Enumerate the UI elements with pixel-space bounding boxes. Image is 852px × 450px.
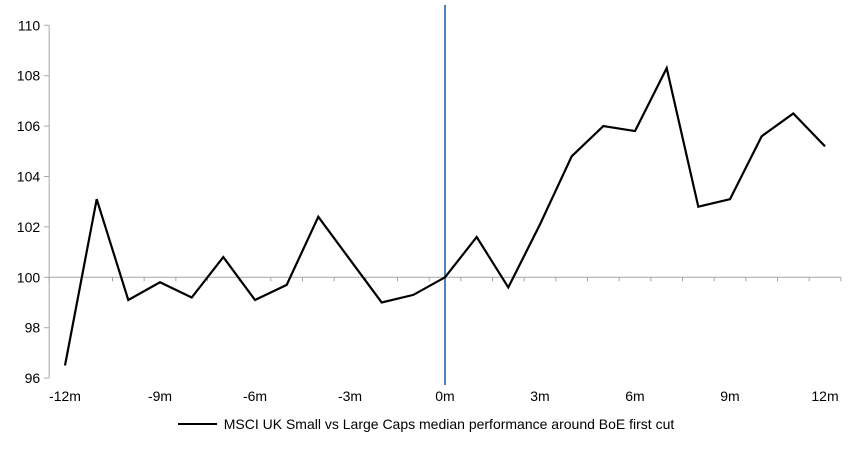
y-tick-label: 110	[18, 17, 41, 33]
y-tick-label: 100	[17, 269, 41, 285]
series-line	[63, 64, 826, 366]
y-tick-label: 108	[17, 68, 41, 84]
x-tick-label: 9m	[720, 388, 739, 404]
x-tick-label: 6m	[625, 388, 644, 404]
y-tick-label: 104	[17, 169, 41, 185]
x-tick-label: 3m	[530, 388, 549, 404]
y-tick-label: 106	[17, 118, 41, 134]
x-tick-label: 12m	[811, 388, 838, 404]
y-tick-label: 98	[25, 320, 41, 336]
x-tick-label: -6m	[243, 388, 267, 404]
x-tick-label: -3m	[338, 388, 362, 404]
y-tick-label: 96	[25, 370, 41, 386]
x-tick-label: 0m	[435, 388, 454, 404]
chart-legend: MSCI UK Small vs Large Caps median perfo…	[0, 415, 852, 433]
legend-label: MSCI UK Small vs Large Caps median perfo…	[223, 416, 675, 432]
x-tick-label: -12m	[49, 388, 81, 404]
legend-line-swatch	[177, 423, 217, 425]
x-tick-label: -9m	[148, 388, 172, 404]
y-tick-label: 102	[17, 219, 41, 235]
